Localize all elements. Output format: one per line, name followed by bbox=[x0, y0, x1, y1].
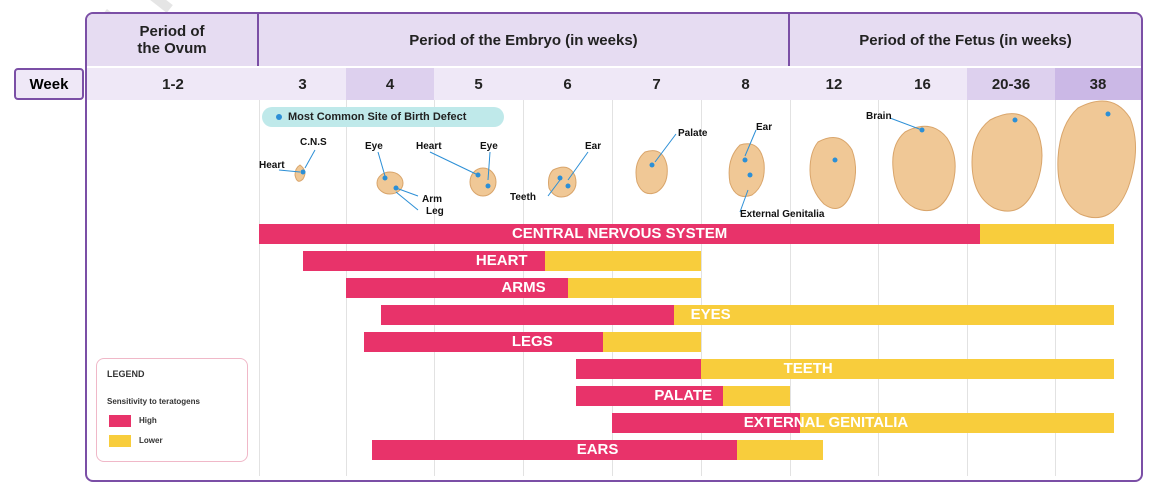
bar-high-segment bbox=[259, 224, 981, 244]
bar-label: ARMS bbox=[501, 279, 546, 296]
week-cell-1-2: 1-2 bbox=[87, 68, 259, 100]
bar-high-segment bbox=[363, 332, 604, 352]
birth-defect-callout: Most Common Site of Birth Defect bbox=[262, 107, 504, 127]
bar-high-segment bbox=[612, 413, 801, 433]
label-teeth: Teeth bbox=[510, 192, 536, 203]
bar-lower-segment bbox=[674, 305, 1114, 325]
legend-subtitle: Sensitivity to teratogens bbox=[107, 397, 200, 406]
week-cell-7: 7 bbox=[612, 68, 701, 100]
week-row-label: Week bbox=[14, 68, 84, 100]
bar-label: HEART bbox=[475, 252, 528, 269]
sensitivity-bar: EXTERNAL GENITALIA bbox=[612, 413, 1114, 433]
label-ear-week8: Ear bbox=[756, 122, 773, 133]
week-cell-5: 5 bbox=[434, 68, 523, 100]
bar-label: CENTRAL NERVOUS SYSTEM bbox=[511, 225, 728, 242]
label-brain: Brain bbox=[866, 111, 892, 122]
grid-line bbox=[878, 100, 879, 476]
bar-label: EARS bbox=[576, 441, 619, 458]
sensitivity-bar: LEGS bbox=[363, 332, 701, 352]
bar-lower-segment bbox=[545, 251, 701, 271]
legend-swatch-low bbox=[109, 435, 131, 447]
grid-line bbox=[259, 100, 260, 476]
bar-high-segment bbox=[372, 440, 737, 460]
grid-line bbox=[701, 100, 702, 476]
legend-title: LEGEND bbox=[107, 369, 145, 379]
period-ovum-header: Period of the Ovum bbox=[87, 14, 259, 66]
bar-lower-segment bbox=[980, 224, 1114, 244]
label-heart-week5: Heart bbox=[416, 141, 442, 152]
bar-label: EYES bbox=[690, 306, 731, 323]
legend-label-high: High bbox=[139, 416, 157, 425]
legend-swatch-high bbox=[109, 415, 131, 427]
week-cell-16: 16 bbox=[878, 68, 967, 100]
label-ear-week6: Ear bbox=[585, 141, 602, 152]
callout-text: Most Common Site of Birth Defect bbox=[288, 111, 467, 123]
bar-high-segment bbox=[576, 359, 701, 379]
bar-lower-segment bbox=[800, 413, 1114, 433]
label-eye-week5: Eye bbox=[480, 141, 498, 152]
bar-label: LEGS bbox=[511, 333, 553, 350]
sensitivity-bar: ARMS bbox=[346, 278, 701, 298]
grid-line bbox=[790, 100, 791, 476]
label-arm: Arm bbox=[422, 194, 443, 205]
sensitivity-bar: PALATE bbox=[576, 386, 790, 406]
label-heart-week3: Heart bbox=[259, 160, 285, 171]
week-cell-4: 4 bbox=[346, 68, 434, 100]
grid-line bbox=[967, 100, 968, 476]
bar-label: PALATE bbox=[654, 387, 713, 404]
bar-high-segment bbox=[381, 305, 675, 325]
week-cell-6: 6 bbox=[523, 68, 612, 100]
label-palate: Palate bbox=[678, 128, 708, 139]
bar-high-segment bbox=[346, 278, 568, 298]
bar-lower-segment bbox=[723, 386, 790, 406]
legend-label-low: Lower bbox=[139, 436, 163, 445]
site-dot-icon bbox=[276, 114, 282, 120]
sensitivity-bar: HEART bbox=[302, 251, 701, 271]
label-leg: Leg bbox=[426, 206, 444, 217]
bar-high-segment bbox=[576, 386, 724, 406]
week-cell-8: 8 bbox=[701, 68, 790, 100]
week-cell-20-36: 20-36 bbox=[967, 68, 1055, 100]
bar-lower-segment bbox=[603, 332, 701, 352]
week-cell-38: 38 bbox=[1055, 68, 1141, 100]
bar-high-segment bbox=[302, 251, 546, 271]
label-external-genitalia: External Genitalia bbox=[740, 209, 825, 220]
bar-lower-segment bbox=[567, 278, 701, 298]
bar-label: EXTERNAL GENITALIA bbox=[743, 414, 909, 431]
period-fetus-header: Period of the Fetus (in weeks) bbox=[790, 14, 1141, 66]
sensitivity-bar: EARS bbox=[372, 440, 823, 460]
week-cell-3: 3 bbox=[259, 68, 346, 100]
sensitivity-bar: CENTRAL NERVOUS SYSTEM bbox=[259, 224, 1114, 244]
label-cns: C.N.S bbox=[300, 137, 327, 148]
sensitivity-bar: EYES bbox=[381, 305, 1114, 325]
week-cell-12: 12 bbox=[790, 68, 878, 100]
label-eye-week4: Eye bbox=[365, 141, 383, 152]
sensitivity-bar: TEETH bbox=[576, 359, 1114, 379]
period-embryo-header: Period of the Embryo (in weeks) bbox=[259, 14, 790, 66]
bar-label: TEETH bbox=[783, 360, 833, 377]
grid-line bbox=[1055, 100, 1056, 476]
bar-lower-segment bbox=[700, 359, 1114, 379]
legend: LEGEND Sensitivity to teratogens High Lo… bbox=[96, 358, 248, 462]
bar-lower-segment bbox=[736, 440, 823, 460]
